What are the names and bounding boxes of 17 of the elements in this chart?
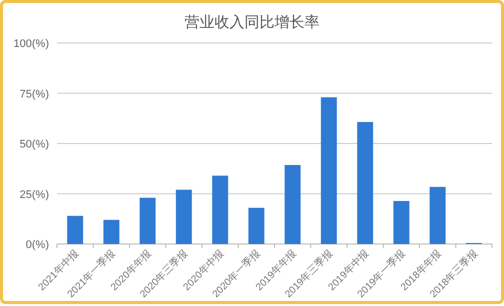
y-tick-label: 100(%)	[14, 38, 49, 50]
bar	[248, 208, 264, 244]
y-tick-label: 25(%)	[20, 188, 49, 201]
bar	[212, 176, 228, 244]
bar	[393, 200, 410, 244]
y-tick-label: 50(%)	[20, 138, 49, 150]
bar	[357, 122, 374, 244]
bar	[284, 165, 301, 244]
y-tick-label: 0(%)	[26, 239, 49, 251]
bar	[140, 198, 156, 244]
bar	[320, 97, 337, 244]
chart-title: 营业收入同比增长率	[184, 14, 320, 31]
bar	[103, 220, 120, 244]
bar	[67, 216, 84, 244]
bar	[176, 190, 192, 244]
bar	[430, 186, 446, 244]
y-tick-label: 75(%)	[20, 88, 49, 100]
